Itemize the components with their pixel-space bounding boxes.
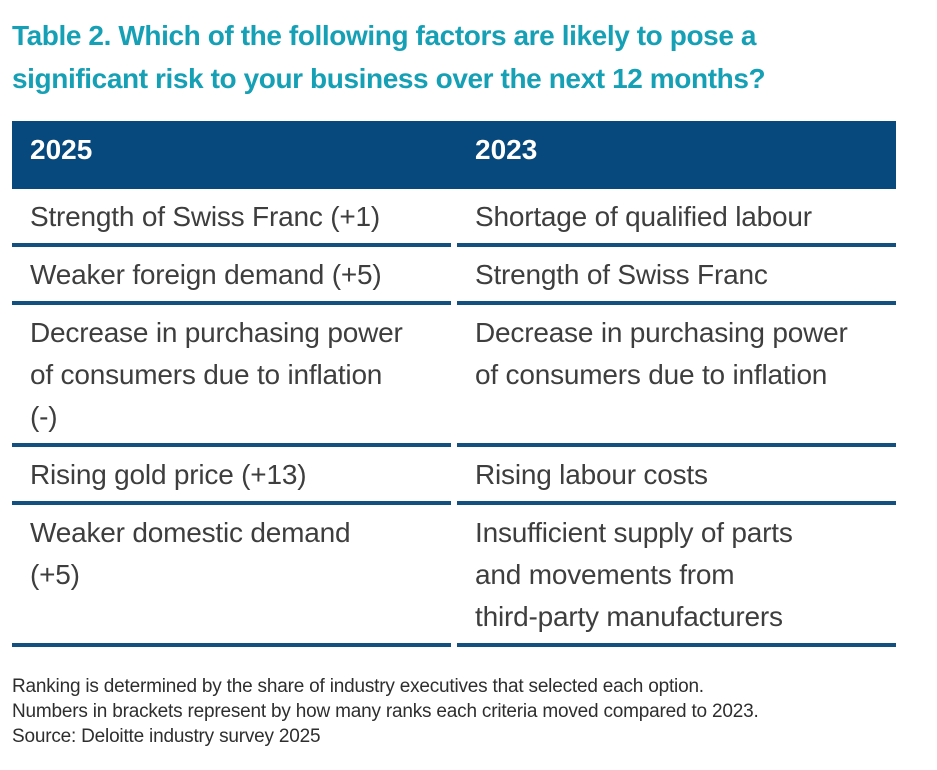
- table-row: Decrease in purchasing power of consumer…: [12, 305, 896, 447]
- column-header-2025: 2025: [30, 134, 93, 165]
- table-row: Rising gold price (+13) Rising labour co…: [12, 447, 896, 505]
- table-cell: Shortage of qualified labour: [457, 189, 896, 247]
- footnote-line: Numbers in brackets represent by how man…: [12, 701, 759, 722]
- table-cell: Strength of Swiss Franc (+1): [12, 189, 451, 247]
- table-title: Table 2. Which of the following factors …: [12, 20, 766, 94]
- table-cell: Weaker foreign demand (+5): [12, 247, 451, 305]
- column-header-2023: 2023: [475, 134, 538, 165]
- table-row: Weaker foreign demand (+5) Strength of S…: [12, 247, 896, 305]
- footnote-line: Source: Deloitte industry survey 2025: [12, 726, 321, 747]
- footnote-line: Ranking is determined by the share of in…: [12, 676, 704, 697]
- table-row: Weaker domestic demand (+5) Insufficient…: [12, 505, 896, 647]
- table-cell: Decrease in purchasing power of consumer…: [12, 305, 451, 447]
- table-cell: Strength of Swiss Franc: [457, 247, 896, 305]
- table-cell: Weaker domestic demand (+5): [12, 505, 451, 647]
- table-footnotes: Ranking is determined by the share of in…: [12, 674, 925, 749]
- table-cell: Insufficient supply of parts and movemen…: [457, 505, 896, 647]
- table-cell: Rising gold price (+13): [12, 447, 451, 505]
- risk-factors-table: 2025 2023 Strength of Swiss Franc (+1) S…: [12, 121, 896, 647]
- table-cell: Decrease in purchasing power of consumer…: [457, 305, 896, 447]
- table-cell: Rising labour costs: [457, 447, 896, 505]
- table-header-row: 2025 2023: [12, 121, 896, 189]
- table-row: Strength of Swiss Franc (+1) Shortage of…: [12, 189, 896, 247]
